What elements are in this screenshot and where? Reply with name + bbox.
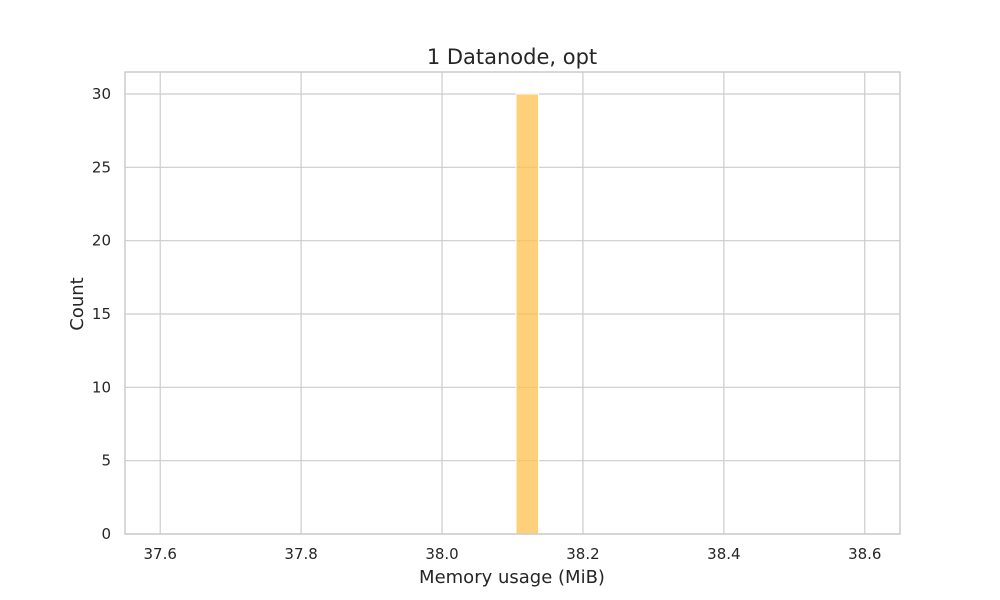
y-tick-label: 20	[92, 232, 111, 250]
plot-frame	[124, 71, 901, 535]
y-tick-labels: 0 5 10 15 20 25 30	[92, 85, 111, 543]
x-tick-label: 37.6	[144, 545, 177, 563]
x-tick-labels: 37.6 37.8 38.0 38.2 38.4 38.6	[144, 545, 882, 563]
x-tick-label: 38.0	[425, 545, 458, 563]
y-tick-label: 5	[101, 452, 111, 470]
bars	[515, 93, 540, 535]
grid-lines	[125, 72, 900, 535]
chart-title: 1 Datanode, opt	[427, 45, 597, 69]
y-tick-label: 30	[92, 85, 111, 103]
y-tick-label: 10	[92, 378, 111, 396]
histogram-bar	[515, 93, 540, 535]
y-axis-label: Count	[67, 277, 88, 330]
x-axis-label: Memory usage (MiB)	[419, 567, 605, 588]
y-tick-label: 25	[92, 158, 111, 176]
x-tick-label: 38.6	[848, 545, 881, 563]
x-tick-label: 38.4	[707, 545, 740, 563]
x-tick-label: 37.8	[284, 545, 317, 563]
y-tick-label: 0	[101, 525, 111, 543]
y-tick-label: 15	[92, 305, 111, 323]
x-tick-label: 38.2	[566, 545, 599, 563]
